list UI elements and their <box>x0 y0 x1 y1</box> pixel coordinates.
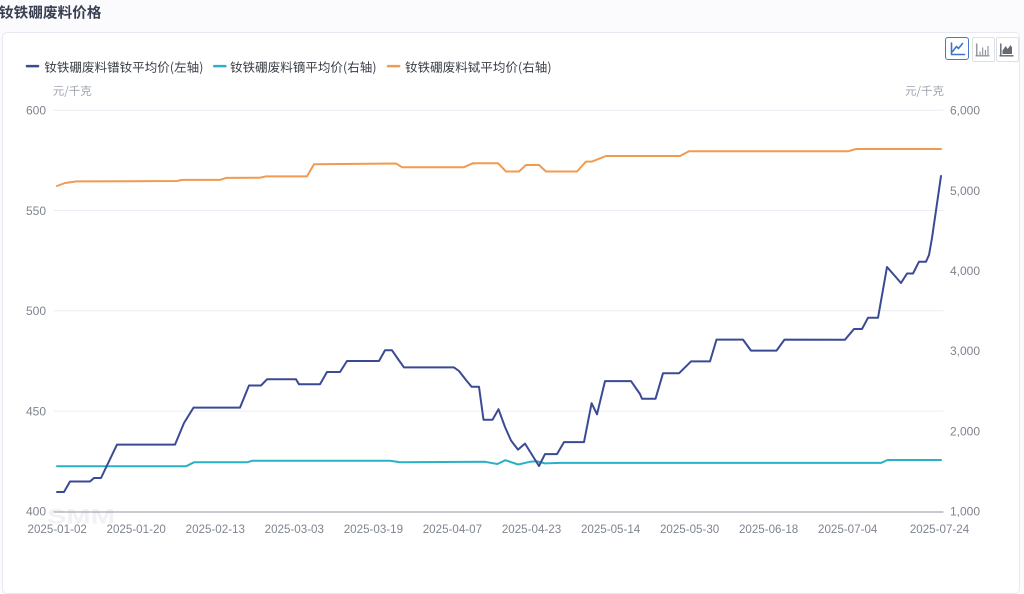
svg-text:2025-04-07: 2025-04-07 <box>423 523 482 536</box>
svg-text:2025-07-24: 2025-07-24 <box>910 523 970 536</box>
svg-text:6,000: 6,000 <box>950 104 980 118</box>
svg-text:2025-05-14: 2025-05-14 <box>581 523 641 536</box>
svg-text:5,000: 5,000 <box>950 184 980 198</box>
svg-text:2025-06-18: 2025-06-18 <box>739 523 798 536</box>
svg-text:2,000: 2,000 <box>950 424 980 438</box>
svg-text:500: 500 <box>26 304 46 318</box>
svg-text:1,000: 1,000 <box>950 505 980 519</box>
svg-text:400: 400 <box>26 505 46 519</box>
svg-text:3,000: 3,000 <box>950 344 980 358</box>
svg-text:2025-05-30: 2025-05-30 <box>660 523 719 536</box>
svg-text:SMM: SMM <box>47 505 115 529</box>
svg-text:600: 600 <box>26 104 46 118</box>
svg-text:2025-01-02: 2025-01-02 <box>28 523 87 536</box>
svg-text:2025-03-19: 2025-03-19 <box>344 523 403 536</box>
svg-text:2025-02-13: 2025-02-13 <box>186 523 245 536</box>
svg-text:2025-04-23: 2025-04-23 <box>502 523 561 536</box>
svg-text:2025-07-04: 2025-07-04 <box>818 523 878 536</box>
svg-text:550: 550 <box>26 204 46 218</box>
svg-text:4,000: 4,000 <box>950 264 980 278</box>
svg-text:2025-01-20: 2025-01-20 <box>107 523 166 536</box>
svg-text:2025-03-03: 2025-03-03 <box>265 523 324 536</box>
svg-text:450: 450 <box>26 404 46 418</box>
